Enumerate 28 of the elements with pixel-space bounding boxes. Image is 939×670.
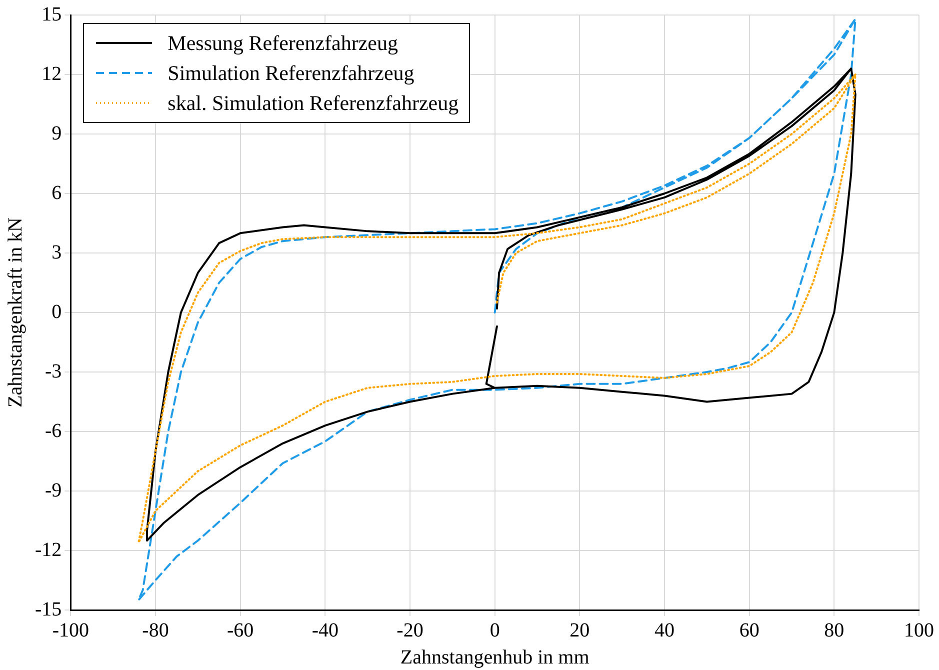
x-tick-label: 20: [570, 619, 590, 642]
y-tick-label: -15: [34, 598, 62, 620]
x-tick-label: 100: [904, 619, 934, 642]
x-tick-label: 80: [824, 619, 844, 642]
y-tick-label: 3: [52, 241, 62, 264]
legend-label: Simulation Referenzfahrzeug: [168, 60, 414, 87]
y-axis-title: Zahnstangenkraft in kN: [4, 218, 26, 408]
y-tick-label: 15: [42, 3, 62, 26]
legend-label: Messung Referenzfahrzeug: [168, 30, 398, 57]
y-tick-label: 0: [52, 300, 62, 323]
x-tick-label: -80: [142, 619, 169, 642]
legend-label: skal. Simulation Referenzfahrzeug: [168, 90, 459, 117]
y-tick-label: 6: [52, 182, 62, 204]
x-tick-label: 0: [490, 619, 500, 642]
line-series: [138, 18, 856, 602]
x-tick-label: -40: [312, 619, 338, 642]
x-tick-label: 40: [654, 619, 674, 642]
x-tick-label: -60: [226, 619, 254, 642]
y-tick-label: 9: [52, 122, 62, 144]
y-tick-label: -3: [44, 360, 62, 382]
x-tick-label: 60: [739, 619, 760, 642]
x-axis-title: Zahnstangenhub in mm: [400, 646, 590, 668]
y-tick-label: -6: [44, 420, 62, 442]
y-tick-label: 12: [42, 62, 62, 85]
x-tick-label: -100: [52, 619, 89, 642]
x-tick-label: -20: [396, 619, 424, 642]
y-tick-label: -12: [34, 538, 62, 561]
y-tick-label: -9: [44, 479, 62, 502]
